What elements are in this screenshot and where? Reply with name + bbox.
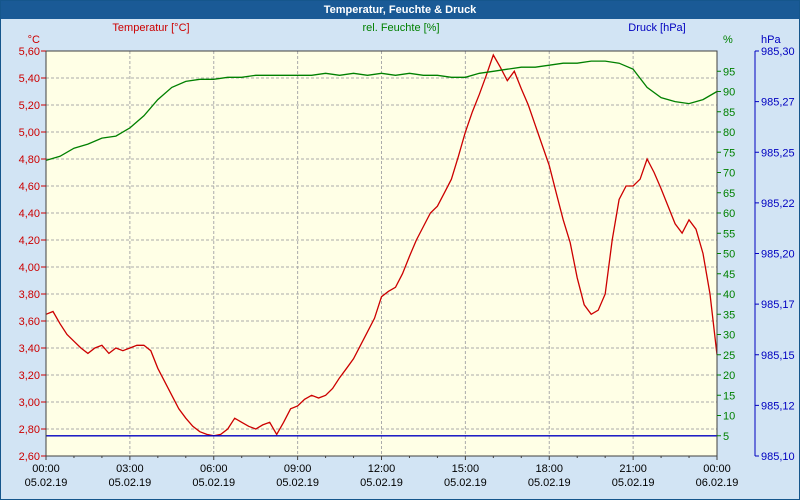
svg-text:05.02.19: 05.02.19 <box>612 477 655 489</box>
svg-text:5,20: 5,20 <box>19 100 40 112</box>
svg-text:3,60: 3,60 <box>19 316 40 328</box>
svg-text:05.02.19: 05.02.19 <box>528 477 571 489</box>
svg-text:985,10: 985,10 <box>761 451 795 463</box>
svg-text:15: 15 <box>723 390 735 402</box>
svg-text:985,25: 985,25 <box>761 147 795 159</box>
svg-text:00:00: 00:00 <box>703 463 731 475</box>
humidity-axis: 5 10 15 20 25 30 35 40 45 50 55 60 65 70 75 80 85 90 95% <box>717 34 735 443</box>
window-title: Temperatur, Feuchte & Druck <box>323 4 477 16</box>
svg-text:985,12: 985,12 <box>761 400 795 412</box>
svg-text:5,00: 5,00 <box>19 127 40 139</box>
svg-text:18:00: 18:00 <box>535 463 563 475</box>
svg-text:3,80: 3,80 <box>19 289 40 301</box>
window-titlebar[interactable]: Temperatur, Feuchte & Druck <box>1 1 799 19</box>
svg-text:30: 30 <box>723 330 735 342</box>
svg-text:21:00: 21:00 <box>619 463 647 475</box>
svg-text:45: 45 <box>723 269 735 281</box>
svg-text:40: 40 <box>723 289 735 301</box>
svg-text:985,17: 985,17 <box>761 299 795 311</box>
svg-text:05.02.19: 05.02.19 <box>444 477 487 489</box>
svg-text:75: 75 <box>723 147 735 159</box>
svg-text:4,60: 4,60 <box>19 181 40 193</box>
svg-text:12:00: 12:00 <box>368 463 396 475</box>
svg-text:65: 65 <box>723 188 735 200</box>
x-axis: 00:00 05.02.19 03:00 05.02.19 06:00 05.02.19 0… <box>25 456 739 489</box>
svg-text:4,00: 4,00 <box>19 262 40 274</box>
svg-text:15:00: 15:00 <box>452 463 480 475</box>
svg-text:3,00: 3,00 <box>19 397 40 409</box>
svg-text:55: 55 <box>723 228 735 240</box>
svg-text:20: 20 <box>723 370 735 382</box>
svg-text:60: 60 <box>723 208 735 220</box>
svg-text:4,20: 4,20 <box>19 235 40 247</box>
pressure-axis: 985,30 985,27 985,25 985,22 985,20 985,17 985,… <box>754 34 795 463</box>
svg-text:70: 70 <box>723 168 735 180</box>
svg-text:05.02.19: 05.02.19 <box>360 477 403 489</box>
legend-pressure: Druck [hPa] <box>628 22 686 34</box>
svg-text:985,22: 985,22 <box>761 198 795 210</box>
svg-text:4,40: 4,40 <box>19 208 40 220</box>
svg-text:10: 10 <box>723 411 735 423</box>
svg-text:%: % <box>723 34 733 46</box>
svg-text:°C: °C <box>28 34 40 46</box>
svg-text:5,60: 5,60 <box>19 46 40 58</box>
svg-text:hPa: hPa <box>761 34 781 46</box>
svg-text:05.02.19: 05.02.19 <box>25 477 68 489</box>
svg-text:985,15: 985,15 <box>761 350 795 362</box>
svg-text:09:00: 09:00 <box>284 463 312 475</box>
svg-text:95: 95 <box>723 66 735 78</box>
svg-text:3,20: 3,20 <box>19 370 40 382</box>
svg-text:25: 25 <box>723 350 735 362</box>
svg-text:985,20: 985,20 <box>761 249 795 261</box>
svg-text:06:00: 06:00 <box>200 463 228 475</box>
svg-text:5,40: 5,40 <box>19 73 40 85</box>
svg-text:985,30: 985,30 <box>761 46 795 58</box>
temperature-axis: 2,60 2,80 3,00 3,20 3,40 3,60 3,80 4,00 4,20 4,40… <box>19 34 46 463</box>
svg-text:05.02.19: 05.02.19 <box>108 477 151 489</box>
series-left <box>45 53 718 437</box>
svg-text:05.02.19: 05.02.19 <box>276 477 319 489</box>
svg-text:50: 50 <box>723 249 735 261</box>
legend-humidity: rel. Feuchte [%] <box>362 22 440 34</box>
svg-text:90: 90 <box>723 87 735 99</box>
svg-text:35: 35 <box>723 309 735 321</box>
series-humidity <box>45 60 718 162</box>
svg-text:4,80: 4,80 <box>19 154 40 166</box>
svg-text:03:00: 03:00 <box>116 463 144 475</box>
svg-text:2,60: 2,60 <box>19 451 40 463</box>
svg-text:85: 85 <box>723 107 735 119</box>
svg-text:2,80: 2,80 <box>19 424 40 436</box>
svg-text:80: 80 <box>723 127 735 139</box>
svg-text:3,40: 3,40 <box>19 343 40 355</box>
chart-canvas: 2,60 2,80 3,00 3,20 3,40 3,60 3,80 4,00 4,20 4,40… <box>19 34 795 489</box>
svg-text:5: 5 <box>723 431 729 443</box>
gridlines <box>46 51 717 456</box>
legend-temperature: Temperatur [°C] <box>112 22 190 34</box>
svg-text:985,27: 985,27 <box>761 97 795 109</box>
svg-text:06.02.19: 06.02.19 <box>696 477 739 489</box>
svg-text:05.02.19: 05.02.19 <box>192 477 235 489</box>
svg-text:00:00: 00:00 <box>32 463 60 475</box>
